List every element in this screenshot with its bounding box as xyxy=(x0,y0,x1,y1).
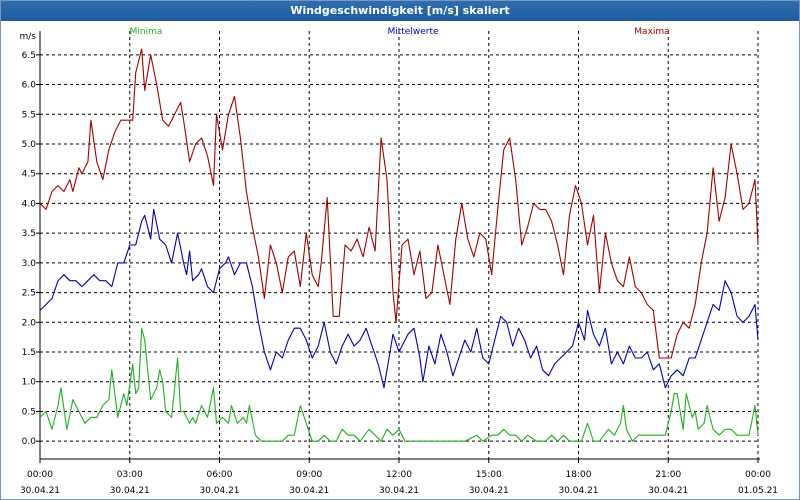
series-lines xyxy=(39,48,759,442)
y-tick-label: 3.0 xyxy=(22,259,37,269)
x-tick-date-label: 30.04.21 xyxy=(20,486,60,496)
y-tick-label: 5.0 xyxy=(22,140,37,150)
legend-item-mittelwerte: Mittelwerte xyxy=(387,27,438,37)
x-tick-time-label: 00:00 xyxy=(745,470,771,480)
x-tick-date-label: 30.04.21 xyxy=(379,486,419,496)
y-tick-label: 4.5 xyxy=(22,170,36,180)
y-tick-label: 3.5 xyxy=(22,229,36,239)
y-tick-label: 6.0 xyxy=(22,81,37,91)
x-tick-time-label: 12:00 xyxy=(386,470,412,480)
x-tick-time-label: 03:00 xyxy=(117,470,143,480)
y-tick-label: 0.5 xyxy=(22,407,36,417)
legend: Minima Mittelwerte Maxima xyxy=(130,27,670,37)
x-tick-time-label: 06:00 xyxy=(207,470,233,480)
legend-item-maxima: Maxima xyxy=(634,27,669,37)
x-tick-time-label: 09:00 xyxy=(296,470,322,480)
y-tick-label: 5.5 xyxy=(22,110,36,120)
x-tick-time-label: 21:00 xyxy=(655,470,681,480)
y-axis-label: m/s xyxy=(20,32,37,42)
series-line-maxima xyxy=(39,48,759,359)
y-tick-label: 1.5 xyxy=(22,348,36,358)
y-tick-label: 2.0 xyxy=(22,318,37,328)
x-tick-date-label: 30.04.21 xyxy=(110,486,150,496)
x-tick-time-label: 15:00 xyxy=(476,470,502,480)
y-tick-label: 1.0 xyxy=(22,378,37,388)
x-tick-date-label: 30.04.21 xyxy=(648,486,688,496)
y-tick-label: 2.5 xyxy=(22,289,36,299)
x-tick-time-label: 00:00 xyxy=(27,470,53,480)
y-tick-label: 6.5 xyxy=(22,51,36,61)
legend-item-minima: Minima xyxy=(130,27,163,37)
x-tick-date-label: 30.04.21 xyxy=(469,486,509,496)
grid xyxy=(40,31,759,459)
x-tick-date-label: 30.04.21 xyxy=(289,486,329,496)
window-title: Windgeschwindigkeit [m/s] skaliert xyxy=(1,1,799,21)
x-tick-date-label: 30.04.21 xyxy=(558,486,598,496)
x-tick-date-label: 30.04.21 xyxy=(199,486,239,496)
series-line-minima xyxy=(39,327,759,442)
y-tick-label: 0.0 xyxy=(22,437,37,447)
y-tick-label: 4.0 xyxy=(22,199,37,209)
x-tick-date-label: 01.05.21 xyxy=(738,486,778,496)
axes: 0.0 0.5 1.0 1.5 2.0 2.5 3.0 3.5 4.0 4.5 5.0 5.5 6.0 6… xyxy=(20,31,778,496)
series-line-mittelwerte xyxy=(39,208,759,389)
x-tick-time-label: 18:00 xyxy=(566,470,592,480)
